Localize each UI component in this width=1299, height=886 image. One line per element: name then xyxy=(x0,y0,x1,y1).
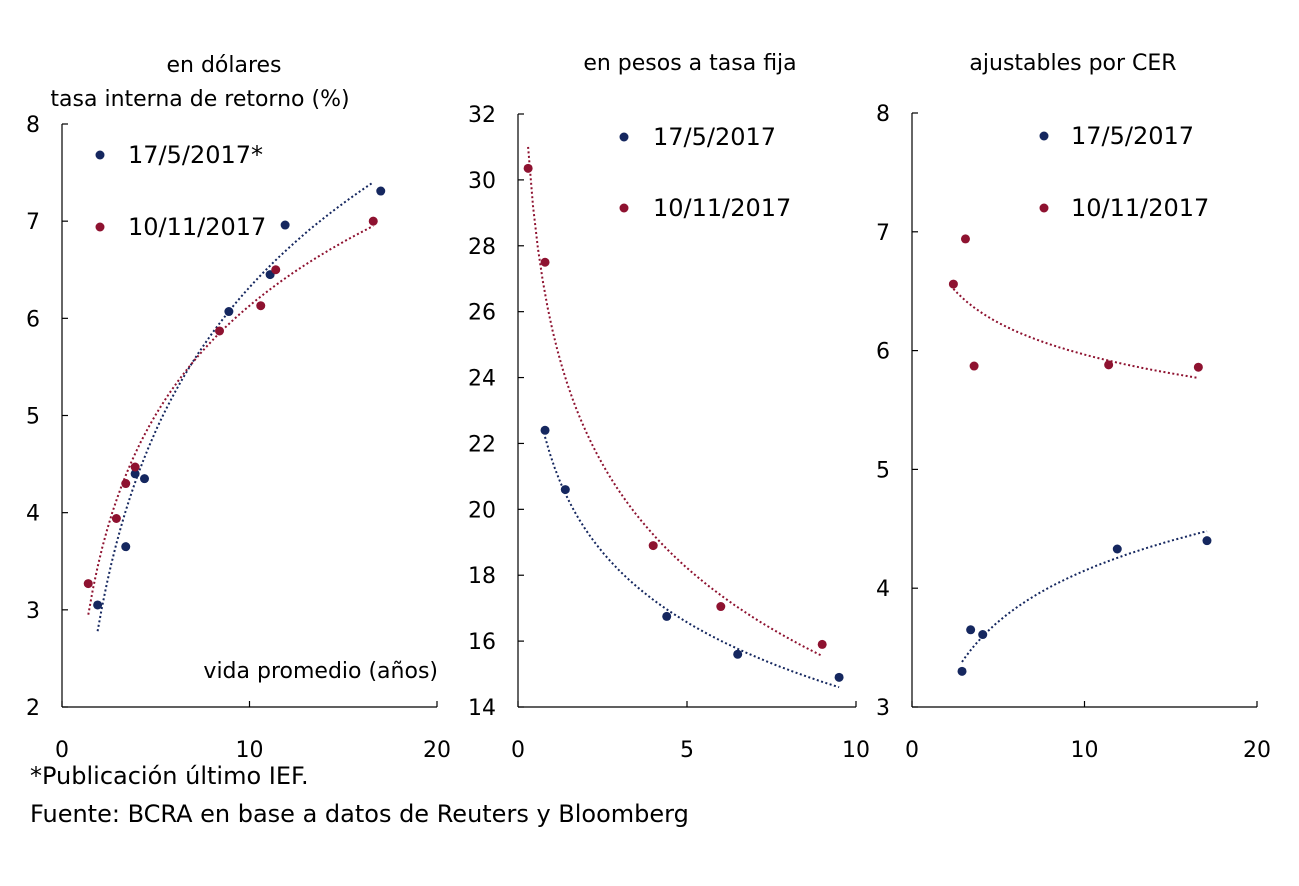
data-point-series-1 xyxy=(1112,544,1122,554)
chart-panel-2: 14 16 18 20 22 24 26 28 30 32 0 5 10 en pesos a tasa … xyxy=(468,51,870,763)
y-tick-label: 18 xyxy=(468,564,496,589)
y-axis-label: tasa interna de retorno (%) xyxy=(50,87,349,112)
data-point-series-1 xyxy=(834,672,844,682)
trendline-series-2 xyxy=(527,146,823,657)
y-tick-label: 28 xyxy=(468,235,496,260)
data-point-series-2 xyxy=(368,216,378,226)
footnote-source: Fuente: BCRA en base a datos de Reuters … xyxy=(30,800,689,828)
y-tick-label: 7 xyxy=(26,210,40,235)
data-point-series-2 xyxy=(648,541,658,551)
data-point-series-2 xyxy=(121,479,131,489)
x-tick-label: 10 xyxy=(236,738,264,763)
data-point-series-1 xyxy=(966,625,976,635)
x-axis-label: vida promedio (años) xyxy=(203,659,438,684)
x-tick-label: 0 xyxy=(55,738,69,763)
legend-label-series-1: 17/5/2017 xyxy=(1071,122,1194,150)
data-point-series-1 xyxy=(224,307,234,317)
x-tick-label: 0 xyxy=(511,738,525,763)
y-tick-label: 3 xyxy=(876,696,890,721)
y-tick-label: 6 xyxy=(26,307,40,332)
data-point-series-1 xyxy=(376,186,386,196)
y-tick-label: 20 xyxy=(468,498,496,523)
y-tick-label: 5 xyxy=(876,458,890,483)
y-tick-label: 4 xyxy=(876,577,890,602)
legend-label-series-1: 17/5/2017 xyxy=(653,123,776,151)
x-tick-label: 10 xyxy=(1071,738,1099,763)
data-point-series-2 xyxy=(1193,362,1203,372)
x-tick-label: 5 xyxy=(680,738,694,763)
data-point-series-1 xyxy=(662,611,672,621)
footnote-ief: *Publicación último IEF. xyxy=(30,762,309,790)
data-point-series-1 xyxy=(130,469,140,479)
data-point-series-1 xyxy=(733,649,743,659)
trendline-series-1 xyxy=(961,530,1208,663)
y-tick-label: 14 xyxy=(468,696,496,721)
y-tick-label: 24 xyxy=(468,367,496,392)
data-point-series-2 xyxy=(948,279,958,289)
data-point-series-1 xyxy=(540,425,550,435)
x-tick-label: 0 xyxy=(905,738,919,763)
data-point-series-2 xyxy=(83,579,93,589)
y-tick-label: 16 xyxy=(468,630,496,655)
legend-marker-series-1 xyxy=(619,132,629,142)
trendline-series-1 xyxy=(96,181,374,632)
data-point-series-1 xyxy=(978,630,988,640)
legend-label-series-2: 10/11/2017 xyxy=(1071,194,1209,222)
y-tick-label: 8 xyxy=(26,113,40,138)
legend-marker-series-1 xyxy=(95,150,105,160)
data-point-series-2 xyxy=(523,163,533,173)
legend-marker-series-2 xyxy=(95,222,105,232)
y-tick-label: 32 xyxy=(468,103,496,128)
data-point-series-2 xyxy=(969,361,979,371)
legend-marker-series-2 xyxy=(619,203,629,213)
y-tick-label: 3 xyxy=(26,599,40,624)
legend-marker-series-1 xyxy=(1039,131,1049,141)
panel-title: ajustables por CER xyxy=(969,51,1176,76)
trendline-series-2 xyxy=(87,225,374,615)
data-point-series-2 xyxy=(540,257,550,267)
legend-label-series-1: 17/5/2017* xyxy=(128,141,263,169)
data-point-series-1 xyxy=(93,600,103,610)
data-point-series-2 xyxy=(111,513,121,523)
data-point-series-1 xyxy=(957,666,967,676)
legend-label-series-2: 10/11/2017 xyxy=(653,194,791,222)
data-point-series-1 xyxy=(140,474,149,484)
y-tick-label: 6 xyxy=(876,340,890,365)
panel-title: en pesos a tasa fija xyxy=(583,51,796,76)
chart-panel-1: 2 3 4 5 6 7 8 0 10 20 en dólares tasa interna de re… xyxy=(26,53,451,763)
trendline-series-1 xyxy=(544,436,840,689)
y-tick-label: 22 xyxy=(468,432,496,457)
data-point-series-1 xyxy=(280,220,290,230)
y-tick-label: 7 xyxy=(876,221,890,246)
y-tick-label: 8 xyxy=(876,102,890,127)
data-point-series-2 xyxy=(256,301,266,311)
x-tick-label: 20 xyxy=(423,738,451,763)
data-point-series-1 xyxy=(1202,536,1212,546)
data-point-series-2 xyxy=(1104,360,1114,370)
y-tick-label: 30 xyxy=(468,169,496,194)
panel-title: en dólares xyxy=(166,53,281,78)
data-point-series-2 xyxy=(215,326,224,336)
trendline-series-2 xyxy=(952,288,1199,379)
y-tick-label: 4 xyxy=(26,502,40,527)
x-tick-label: 20 xyxy=(1243,738,1271,763)
y-tick-label: 5 xyxy=(26,405,40,430)
chart-panel-3: 3 4 5 6 7 8 0 10 20 ajustables por CER 17/5/2017 10… xyxy=(876,51,1271,763)
data-point-series-2 xyxy=(130,462,140,472)
legend-marker-series-2 xyxy=(1039,203,1049,213)
data-point-series-2 xyxy=(271,265,281,275)
x-tick-label: 10 xyxy=(842,738,870,763)
data-point-series-1 xyxy=(560,485,570,495)
data-point-series-2 xyxy=(960,234,970,244)
data-point-series-2 xyxy=(817,639,827,649)
legend-label-series-2: 10/11/2017 xyxy=(128,213,266,241)
y-tick-label: 26 xyxy=(468,301,496,326)
data-point-series-2 xyxy=(716,602,726,612)
data-point-series-1 xyxy=(121,542,131,552)
y-tick-label: 2 xyxy=(26,696,40,721)
